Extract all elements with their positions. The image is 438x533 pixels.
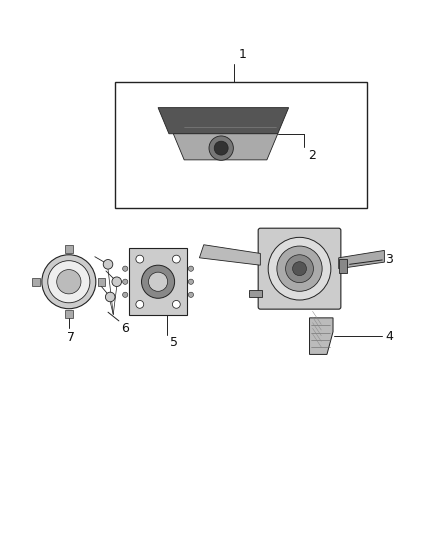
Circle shape [188, 266, 194, 271]
Bar [65, 245, 73, 253]
Circle shape [136, 255, 144, 263]
Circle shape [48, 261, 90, 303]
Text: 2: 2 [308, 149, 316, 162]
Polygon shape [199, 245, 260, 265]
FancyBboxPatch shape [258, 228, 341, 309]
Circle shape [148, 272, 168, 292]
Circle shape [103, 260, 113, 269]
Circle shape [188, 292, 194, 297]
Circle shape [136, 301, 144, 308]
Circle shape [214, 141, 228, 155]
Bar [250, 290, 261, 297]
Circle shape [209, 136, 233, 160]
Circle shape [188, 279, 194, 284]
Circle shape [293, 262, 307, 276]
Circle shape [123, 292, 128, 297]
Circle shape [123, 279, 128, 284]
Bar [115, 82, 367, 208]
Polygon shape [339, 251, 385, 269]
Circle shape [286, 255, 314, 282]
Bar [129, 248, 187, 316]
Polygon shape [158, 108, 289, 134]
Text: 3: 3 [385, 254, 393, 266]
Circle shape [268, 237, 331, 300]
Bar [32, 278, 40, 286]
Bar [65, 310, 73, 318]
Bar [98, 278, 106, 286]
Text: 5: 5 [170, 336, 178, 349]
Text: 4: 4 [385, 329, 393, 343]
Circle shape [173, 255, 180, 263]
Bar [339, 259, 347, 273]
Circle shape [173, 301, 180, 308]
Circle shape [57, 270, 81, 294]
Polygon shape [310, 318, 333, 354]
Circle shape [42, 255, 96, 309]
Text: 7: 7 [67, 332, 75, 344]
Polygon shape [173, 134, 278, 160]
Circle shape [141, 265, 175, 298]
Circle shape [277, 246, 322, 292]
Circle shape [106, 292, 115, 302]
Text: 1: 1 [239, 48, 247, 61]
Circle shape [123, 266, 128, 271]
Circle shape [112, 277, 121, 287]
Text: 6: 6 [120, 322, 128, 335]
